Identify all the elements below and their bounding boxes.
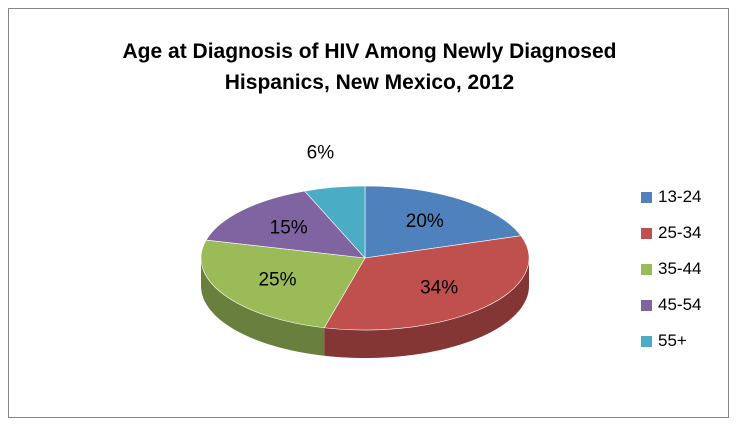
legend: 13-24 25-34 35-44 45-54 55+ xyxy=(641,179,701,359)
legend-swatch xyxy=(641,264,652,275)
pie-data-label: 34% xyxy=(420,278,458,299)
legend-swatch xyxy=(641,336,652,347)
legend-label: 35-44 xyxy=(658,259,701,279)
legend-item: 45-54 xyxy=(641,287,701,323)
legend-swatch xyxy=(641,300,652,311)
legend-label: 55+ xyxy=(658,331,687,351)
legend-label: 25-34 xyxy=(658,223,701,243)
pie-data-label: 25% xyxy=(258,270,296,291)
legend-swatch xyxy=(641,192,652,203)
legend-swatch xyxy=(641,228,652,239)
legend-item: 35-44 xyxy=(641,251,701,287)
chart-area: Age at Diagnosis of HIV Among Newly Diag… xyxy=(8,8,729,418)
pie-chart: 20% 34% 25% 15% 6% xyxy=(9,9,730,419)
legend-label: 45-54 xyxy=(658,295,701,315)
pie-data-label: 6% xyxy=(307,142,335,163)
legend-item: 55+ xyxy=(641,323,701,359)
pie-data-label: 15% xyxy=(270,218,308,239)
pie-slices xyxy=(201,186,529,330)
legend-label: 13-24 xyxy=(658,187,701,207)
legend-item: 25-34 xyxy=(641,215,701,251)
pie-data-label: 20% xyxy=(406,211,444,232)
legend-item: 13-24 xyxy=(641,179,701,215)
